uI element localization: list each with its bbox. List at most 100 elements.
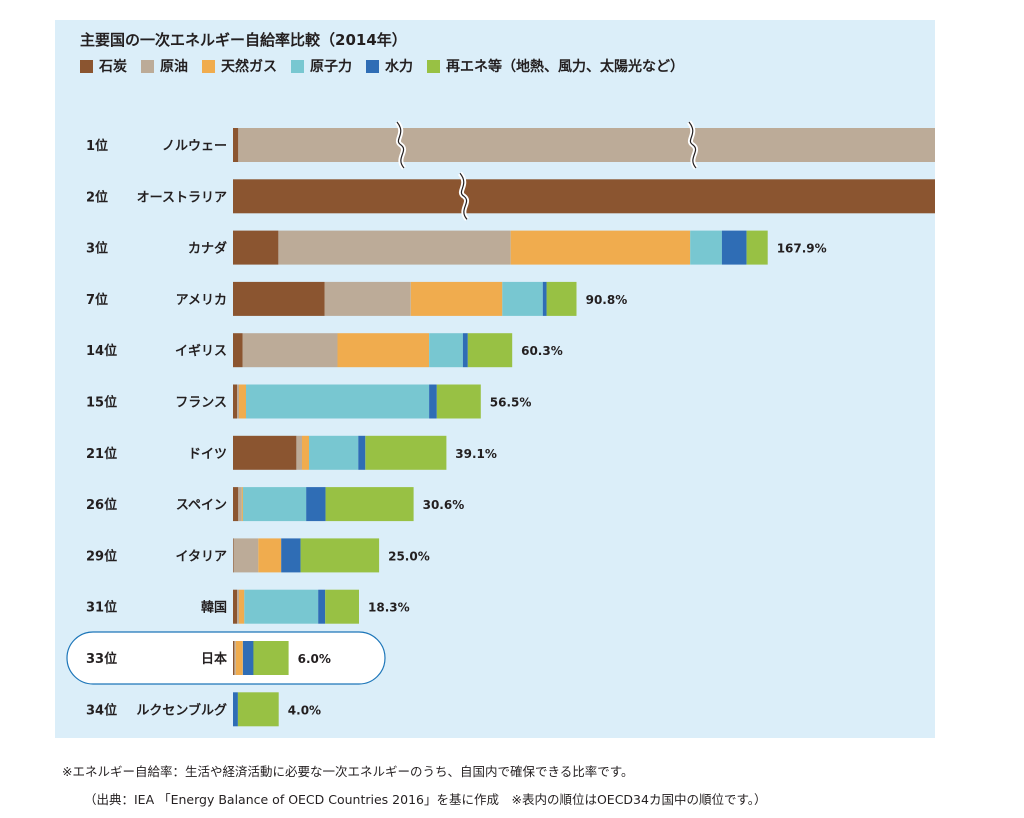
bar-gas-row-5 bbox=[337, 333, 429, 368]
rank-label-row-11: 33位 bbox=[86, 651, 117, 667]
footnote-definition: ※エネルギー自給率：生活や経済活動に必要な一次エネルギーのうち、自国内で確保でき… bbox=[62, 764, 634, 779]
bar-coal-row-2 bbox=[233, 179, 935, 214]
total-label-row-8: 30.6% bbox=[423, 498, 465, 512]
legend-label-oil: 原油 bbox=[160, 59, 188, 75]
country-label-row-5: イギリス bbox=[175, 343, 227, 359]
bar-renewable-row-6 bbox=[436, 384, 481, 419]
total-label-row-9: 25.0% bbox=[388, 549, 430, 563]
bar-gas-row-8 bbox=[241, 487, 243, 522]
bar-renewable-row-5 bbox=[467, 333, 513, 368]
bar-coal-row-9 bbox=[233, 538, 234, 573]
legend-label-hydro: 水力 bbox=[385, 59, 413, 75]
country-label-row-12: ルクセンブルグ bbox=[136, 702, 227, 718]
rank-label-row-4: 7位 bbox=[86, 292, 108, 308]
bar-hydro-row-4 bbox=[542, 281, 547, 316]
bar-gas-row-7 bbox=[302, 435, 309, 470]
chart-legend: 石炭 原油 天然ガス 原子力 水力 再エネ等（地熱、風力、太陽光など） bbox=[80, 56, 698, 76]
break-line-row-2-1 bbox=[459, 172, 468, 220]
legend-item-coal: 石炭 bbox=[80, 56, 127, 76]
bar-oil-row-4 bbox=[324, 281, 411, 316]
country-label-row-6: フランス bbox=[175, 396, 227, 411]
total-label-row-5: 60.3% bbox=[521, 344, 563, 358]
country-label-row-10: 韓国 bbox=[201, 600, 227, 616]
bar-coal-row-8 bbox=[233, 487, 239, 522]
bar-nuclear-row-7 bbox=[309, 435, 359, 470]
bar-hydro-row-9 bbox=[281, 538, 301, 573]
bar-coal-row-6 bbox=[233, 384, 238, 419]
bar-renewable-row-3 bbox=[746, 230, 768, 265]
bar-nuclear-row-3 bbox=[690, 230, 722, 265]
highlight-row-11 bbox=[66, 631, 386, 685]
legend-label-gas: 天然ガス bbox=[221, 59, 277, 75]
break-line-row-1-2 bbox=[688, 121, 697, 169]
rank-label-row-5: 14位 bbox=[86, 343, 117, 359]
country-label-row-11: 日本 bbox=[201, 651, 227, 667]
bar-renewable-row-11 bbox=[253, 641, 289, 675]
legend-swatch-nuclear bbox=[291, 59, 304, 73]
bar-hydro-row-10 bbox=[318, 589, 326, 624]
bar-renewable-row-4 bbox=[546, 281, 577, 316]
bar-coal-row-1 bbox=[233, 128, 239, 162]
legend-swatch-coal bbox=[80, 59, 93, 73]
legend-label-nuclear: 原子力 bbox=[310, 59, 352, 75]
bar-oil-row-8 bbox=[238, 487, 242, 522]
country-label-row-7: ドイツ bbox=[188, 447, 227, 462]
legend-item-gas: 天然ガス bbox=[202, 56, 277, 76]
bar-gas-row-6 bbox=[239, 384, 246, 419]
bar-coal-row-5 bbox=[233, 333, 243, 368]
bar-gas-row-11 bbox=[235, 641, 243, 675]
bar-hydro-row-8 bbox=[306, 487, 326, 522]
bar-gas-row-10 bbox=[239, 589, 245, 624]
country-label-row-3: カナダ bbox=[188, 241, 227, 257]
rank-label-row-8: 26位 bbox=[86, 497, 117, 513]
bar-renewable-row-7 bbox=[365, 435, 447, 470]
bar-coal-row-11 bbox=[233, 641, 235, 675]
country-label-row-2: オーストラリア bbox=[137, 190, 227, 205]
total-label-row-7: 39.1% bbox=[455, 447, 497, 461]
bar-renewable-row-8 bbox=[325, 487, 414, 522]
country-label-row-9: イタリア bbox=[176, 549, 227, 564]
country-label-row-4: アメリカ bbox=[176, 293, 227, 308]
bar-oil-row-5 bbox=[242, 333, 338, 368]
bar-hydro-row-7 bbox=[358, 435, 366, 470]
bar-oil-row-7 bbox=[296, 435, 302, 470]
footnote-source: （出典：IEA 「Energy Balance of OECD Countrie… bbox=[84, 792, 767, 807]
bar-nuclear-row-10 bbox=[244, 589, 319, 624]
legend-swatch-oil bbox=[141, 59, 154, 73]
legend-swatch-renewable bbox=[427, 59, 440, 73]
total-label-row-12: 4.0% bbox=[288, 703, 321, 717]
bar-hydro-row-5 bbox=[462, 333, 468, 368]
rank-label-row-6: 15位 bbox=[86, 395, 117, 411]
rank-label-row-2: 2位 bbox=[86, 189, 108, 205]
chart-title: 主要国の一次エネルギー自給率比較（2014年） bbox=[80, 31, 407, 49]
bar-hydro-row-12 bbox=[233, 692, 238, 727]
rank-label-row-1: 1位 bbox=[86, 138, 108, 154]
total-label-row-6: 56.5% bbox=[490, 396, 532, 410]
country-label-row-8: スペイン bbox=[176, 498, 227, 513]
rank-label-row-12: 34位 bbox=[86, 702, 117, 718]
legend-item-renewable: 再エネ等（地熱、風力、太陽光など） bbox=[427, 56, 684, 76]
bar-gas-row-3 bbox=[510, 230, 691, 265]
total-label-row-3: 167.9% bbox=[777, 242, 827, 256]
bar-coal-row-4 bbox=[233, 281, 325, 316]
rank-label-row-10: 31位 bbox=[86, 600, 117, 616]
bar-coal-row-3 bbox=[233, 230, 279, 265]
break-line-row-1-1 bbox=[396, 121, 405, 169]
bar-nuclear-row-5 bbox=[429, 333, 463, 368]
legend-item-oil: 原油 bbox=[141, 56, 188, 76]
bar-chart: 1位ノルウェー682.9%2位オーストラリア292.0%3位カナダ167.9%7… bbox=[66, 120, 935, 727]
bar-oil-row-3 bbox=[278, 230, 511, 265]
total-label-row-11: 6.0% bbox=[298, 652, 331, 666]
bar-oil-row-9 bbox=[233, 538, 259, 573]
country-label-row-1: ノルウェー bbox=[162, 139, 227, 154]
legend-swatch-gas bbox=[202, 59, 215, 73]
total-label-row-4: 90.8% bbox=[586, 293, 628, 307]
bar-oil-row-1 bbox=[238, 128, 935, 162]
bar-nuclear-row-8 bbox=[242, 487, 307, 522]
bar-oil-row-6 bbox=[237, 384, 239, 419]
total-label-row-10: 18.3% bbox=[368, 601, 410, 615]
legend-item-nuclear: 原子力 bbox=[291, 56, 352, 76]
bar-hydro-row-3 bbox=[721, 230, 747, 265]
bar-oil-row-11 bbox=[234, 641, 236, 675]
bar-renewable-row-10 bbox=[325, 589, 359, 624]
